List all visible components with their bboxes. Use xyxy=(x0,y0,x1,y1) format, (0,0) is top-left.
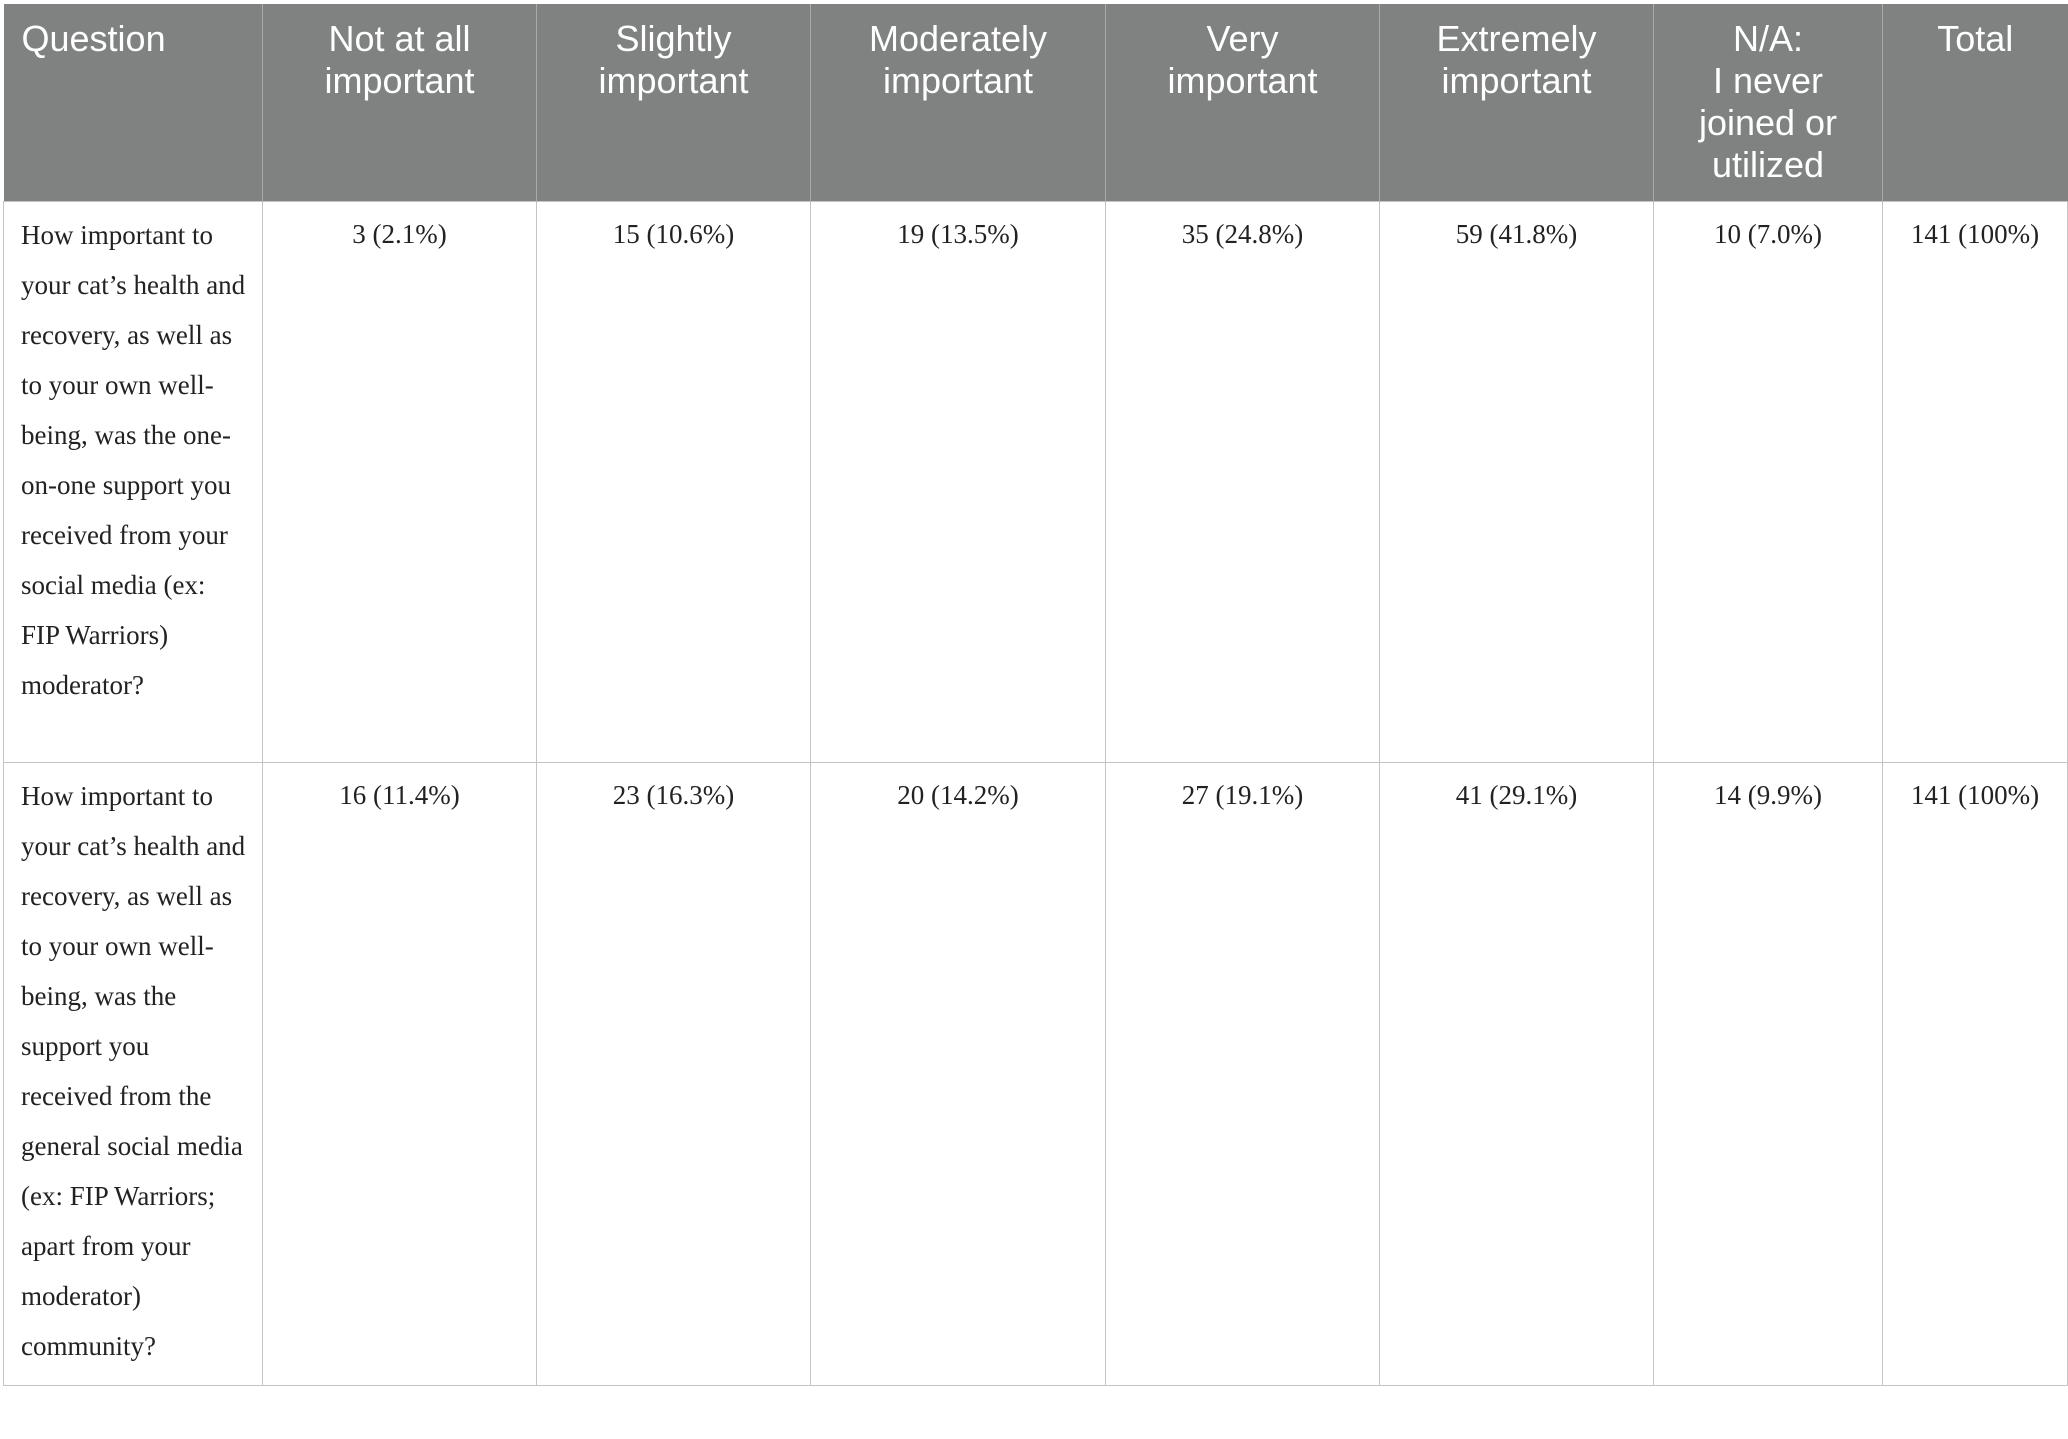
value-cell-not-applicable: 14 (9.9%) xyxy=(1653,762,1883,1386)
value-cell-moderately-important: 20 (14.2%) xyxy=(810,762,1106,1386)
value-cell-slightly-important: 15 (10.6%) xyxy=(536,201,811,763)
column-header-slightly-important: Slightly important xyxy=(536,4,811,202)
value-cell-very-important: 35 (24.8%) xyxy=(1105,201,1380,763)
column-header-not-applicable: N/A: I never joined or utilized xyxy=(1653,4,1883,202)
value-cell-moderately-important: 19 (13.5%) xyxy=(810,201,1106,763)
value-cell-not-at-all-important: 16 (11.4%) xyxy=(262,762,537,1386)
column-header-extremely-important: Extremely important xyxy=(1379,4,1654,202)
survey-results-table: Question Not at all important Slightly i… xyxy=(3,4,2068,1386)
header-row: Question Not at all important Slightly i… xyxy=(3,4,2068,202)
value-cell-extremely-important: 59 (41.8%) xyxy=(1379,201,1654,763)
value-cell-total: 141 (100%) xyxy=(1882,762,2068,1386)
column-header-very-important: Very important xyxy=(1105,4,1380,202)
value-cell-extremely-important: 41 (29.1%) xyxy=(1379,762,1654,1386)
table-row: How important to your cat’s health and r… xyxy=(3,762,2068,1386)
value-cell-not-applicable: 10 (7.0%) xyxy=(1653,201,1883,763)
value-cell-total: 141 (100%) xyxy=(1882,201,2068,763)
value-cell-very-important: 27 (19.1%) xyxy=(1105,762,1380,1386)
column-header-not-at-all-important: Not at all important xyxy=(262,4,537,202)
column-header-question: Question xyxy=(3,4,263,202)
question-cell: How important to your cat’s health and r… xyxy=(3,762,263,1386)
question-cell: How important to your cat’s health and r… xyxy=(3,201,263,763)
value-cell-slightly-important: 23 (16.3%) xyxy=(536,762,811,1386)
column-header-total: Total xyxy=(1882,4,2068,202)
value-cell-not-at-all-important: 3 (2.1%) xyxy=(262,201,537,763)
table-row: How important to your cat’s health and r… xyxy=(3,201,2068,763)
column-header-moderately-important: Moderately important xyxy=(810,4,1106,202)
